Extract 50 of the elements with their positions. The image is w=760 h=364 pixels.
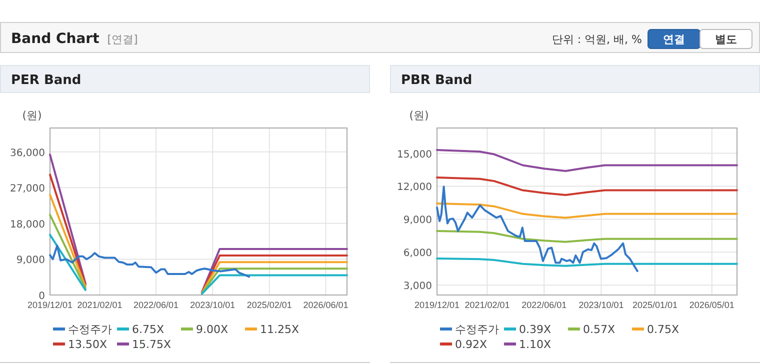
legend-label: 0.39X: [519, 323, 552, 336]
y-tick-label: 9,000: [16, 255, 45, 266]
legend-label: 6.75X: [132, 323, 164, 336]
y-tick-label: 36,000: [10, 148, 45, 159]
chart-title: PBR Band: [401, 73, 472, 88]
line-series: [436, 230, 738, 243]
legend-label: 1.10X: [519, 338, 552, 351]
text: 별도: [715, 33, 737, 46]
text: Band Chart: [11, 31, 100, 47]
line-series: [49, 244, 250, 278]
legend-label: 15.75X: [132, 338, 172, 351]
text: 연결: [663, 33, 685, 46]
x-tick-label: 2022/06/01: [522, 300, 567, 310]
legend-label: 0.92X: [455, 338, 488, 351]
legend-label: 수정주가: [455, 323, 499, 336]
x-tick-label: 2019/12/01: [414, 300, 460, 310]
y-tick-label: 27,000: [10, 184, 45, 195]
x-tick-label: 2019/12/01: [27, 300, 73, 310]
y-tick-label: 9,000: [403, 215, 432, 226]
legend-label: 0.75X: [647, 323, 680, 336]
legend-label: 9.00X: [196, 323, 228, 336]
x-tick-label: 2025/01/01: [632, 300, 678, 310]
y-tick-label: 0: [38, 291, 45, 302]
y-tick-label: 18,000: [10, 219, 45, 230]
text: [연결]: [107, 33, 138, 46]
y-tick-label: 3,000: [403, 281, 432, 292]
line-series: [436, 258, 738, 267]
y-axis-title: (원): [409, 109, 429, 122]
chart-title: PER Band: [11, 73, 82, 88]
line-series: [436, 176, 738, 196]
legend-label: 13.50X: [68, 338, 108, 351]
y-axis-title: (원): [22, 109, 42, 122]
y-tick-label: 6,000: [403, 248, 432, 260]
y-tick-label: 12,000: [397, 182, 432, 194]
legend-label: 수정주가: [68, 323, 112, 336]
legend-label: 0.57X: [583, 323, 616, 336]
x-tick-label: 2021/02/01: [77, 300, 122, 310]
line-series: [436, 148, 738, 172]
y-tick-label: 15,000: [397, 149, 432, 160]
line-series: [436, 202, 738, 219]
x-tick-label: 2026/06/01: [303, 300, 348, 310]
legend-label: 11.25X: [260, 323, 300, 336]
x-tick-label: 2023/10/01: [578, 300, 624, 310]
x-tick-label: 2021/02/01: [464, 300, 510, 310]
x-tick-label: 2022/06/01: [134, 300, 179, 310]
x-tick-label: 2025/02/01: [246, 300, 292, 310]
x-tick-label: 2023/10/01: [190, 300, 236, 310]
x-tick-label: 2026/05/01: [689, 300, 734, 310]
text: 단위 : 억원, 배, %: [552, 33, 642, 46]
line-series: [436, 186, 638, 272]
